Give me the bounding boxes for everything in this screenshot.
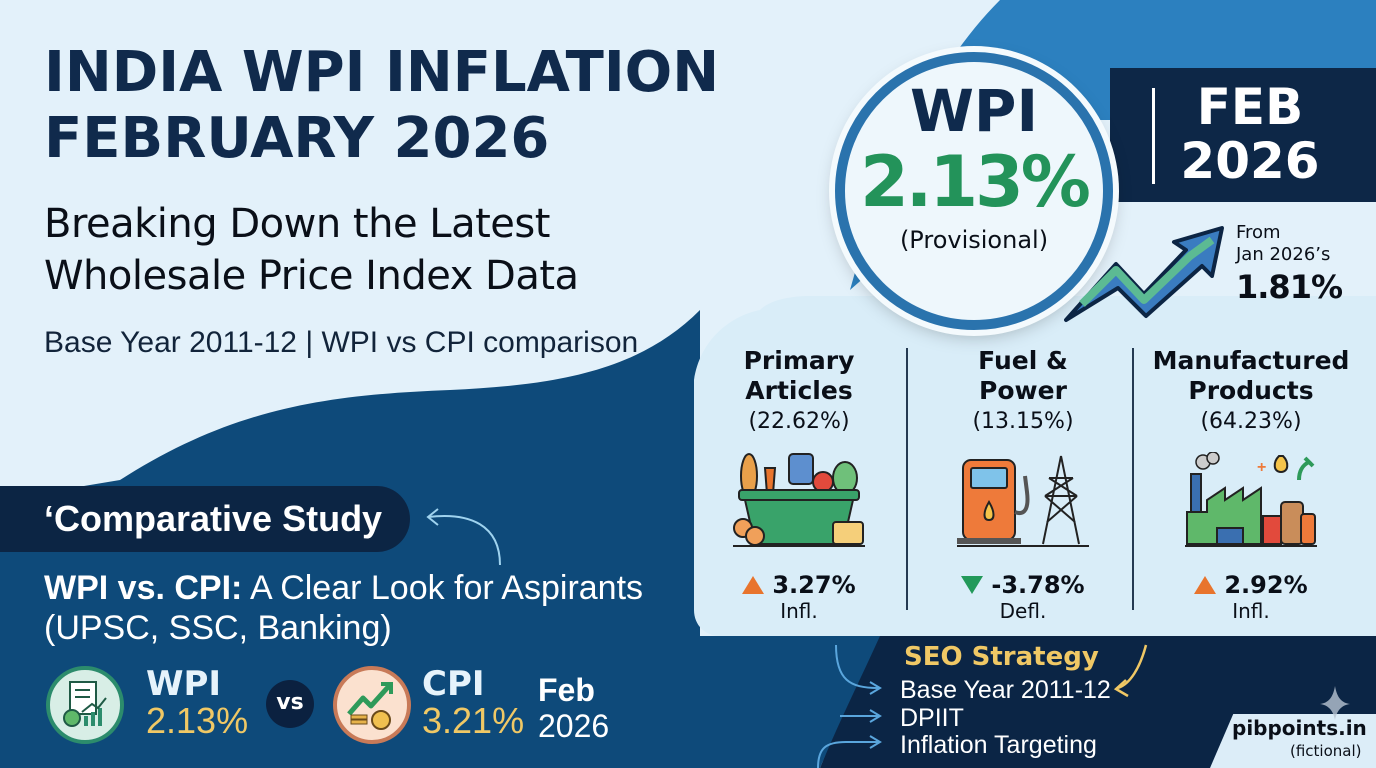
trend-from-line-2: Jan 2026’s: [1236, 244, 1331, 265]
trend-from-line-1: From: [1236, 222, 1281, 243]
decrease-triangle-icon: [961, 576, 984, 594]
page-title: INDIA WPI INFLATION FEBRUARY 2026: [44, 40, 719, 172]
consumer-coins-trend-icon: [333, 666, 411, 744]
category-change-label: Infl.: [1232, 599, 1270, 623]
vs-badge: vs: [266, 680, 314, 728]
category-weight: (64.23%): [1200, 409, 1302, 434]
comparison-period: Feb 2026: [538, 672, 609, 744]
brand-note: (fictional): [1290, 742, 1362, 760]
wholesale-document-chart-icon: [46, 666, 124, 744]
grocery-basket-icon: [733, 453, 865, 547]
category-name-line-1: Primary: [743, 346, 855, 375]
category-divider: [1132, 348, 1134, 610]
tagline: Base Year 2011-12 | WPI vs CPI compariso…: [44, 326, 639, 359]
category-name: Primary Articles: [694, 346, 904, 406]
seo-item: Base Year 2011-12: [900, 676, 1111, 704]
page-subtitle: Breaking Down the Latest Wholesale Price…: [44, 198, 579, 302]
category-name-line-1: Manufactured: [1152, 346, 1350, 375]
comparison-heading-line-2: (UPSC, SSC, Banking): [44, 609, 392, 647]
rising-zigzag-arrow-icon: [1064, 226, 1224, 322]
comparison-heading-rest: A Clear Look for Aspirants: [242, 569, 644, 607]
increase-triangle-icon: [742, 576, 765, 594]
category-change-value: -3.78%: [991, 571, 1085, 599]
period-year: 2026: [1180, 132, 1320, 190]
category-name-line-1: Fuel &: [978, 346, 1068, 375]
category-change-value: 2.92%: [1224, 571, 1308, 599]
category-fuel-power: Fuel & Power (13.15%) -3.78% Defl.: [918, 346, 1128, 623]
wpi-label: WPI: [146, 664, 222, 704]
category-change: 2.92%: [1146, 571, 1356, 599]
period-banner-text: FEB 2026: [1170, 80, 1330, 188]
category-name: Fuel & Power: [918, 346, 1128, 406]
fuel-pump-power-tower-icon: [957, 455, 1089, 547]
wpi-value: 2.13%: [146, 700, 249, 741]
category-name-line-2: Power: [979, 376, 1067, 405]
category-name-line-2: Products: [1188, 376, 1314, 405]
category-change-label: Infl.: [780, 599, 818, 623]
category-change-value: 3.27%: [772, 571, 856, 599]
brand-name: pibpoints.in: [1232, 716, 1367, 740]
category-name-line-2: Articles: [745, 376, 853, 405]
category-change-label: Defl.: [999, 599, 1047, 623]
period-month: FEB: [1196, 78, 1304, 136]
headline-note: (Provisional): [899, 226, 1049, 254]
headline-label: WPI: [909, 77, 1039, 145]
seo-strategy-title: SEO Strategy: [904, 642, 1099, 672]
comparison-heading-bold: WPI vs. CPI:: [44, 569, 243, 607]
subtitle-line-2: Wholesale Price Index Data: [44, 253, 579, 299]
category-name: Manufactured Products: [1146, 346, 1356, 406]
comparison-heading: WPI vs. CPI: A Clear Look for Aspirants …: [44, 568, 643, 648]
previous-value: 1.81%: [1236, 268, 1343, 306]
increase-triangle-icon: [1194, 576, 1217, 594]
comparative-study-pill: ‘Comparative Study: [0, 486, 410, 552]
cpi-value: 3.21%: [422, 700, 525, 741]
category-primary-articles: Primary Articles (22.62%) 3.27% Infl.: [694, 346, 904, 623]
seo-item: Inflation Targeting: [900, 731, 1097, 759]
category-change: 3.27%: [694, 571, 904, 599]
banner-divider: [1152, 88, 1155, 184]
trend-from-text: From Jan 2026’s: [1236, 222, 1330, 266]
sparkle-icon: [1320, 686, 1350, 720]
cpi-comparison: CPI 3.21%: [422, 666, 524, 740]
subtitle-line-1: Breaking Down the Latest: [44, 201, 550, 247]
category-divider: [906, 348, 908, 610]
category-breakdown-panel: Primary Articles (22.62%) 3.27% Infl. Fu…: [694, 312, 1376, 636]
wpi-comparison: WPI 2.13%: [146, 666, 248, 740]
seo-item: DPIIT: [900, 704, 964, 732]
category-weight: (13.15%): [972, 409, 1074, 434]
brand-tab: [1210, 714, 1376, 768]
category-manufactured-products: Manufactured Products (64.23%) + 2.92% I…: [1146, 346, 1356, 623]
cpi-label: CPI: [422, 664, 485, 704]
svg-text:+: +: [1257, 459, 1266, 476]
title-line-1: INDIA WPI INFLATION: [44, 40, 720, 105]
category-change: -3.78%: [918, 571, 1128, 599]
comparison-heading-line-1: WPI vs. CPI: A Clear Look for Aspirants: [44, 568, 643, 608]
headline-wpi-badge: WPI 2.13% (Provisional): [835, 52, 1113, 330]
title-line-2: FEBRUARY 2026: [44, 106, 550, 171]
factory-products-icon: +: [1185, 451, 1317, 547]
comparison-period-year: 2026: [538, 708, 610, 744]
comparison-period-month: Feb: [538, 672, 595, 708]
category-weight: (22.62%): [748, 409, 850, 434]
headline-value: 2.13%: [860, 141, 1091, 223]
